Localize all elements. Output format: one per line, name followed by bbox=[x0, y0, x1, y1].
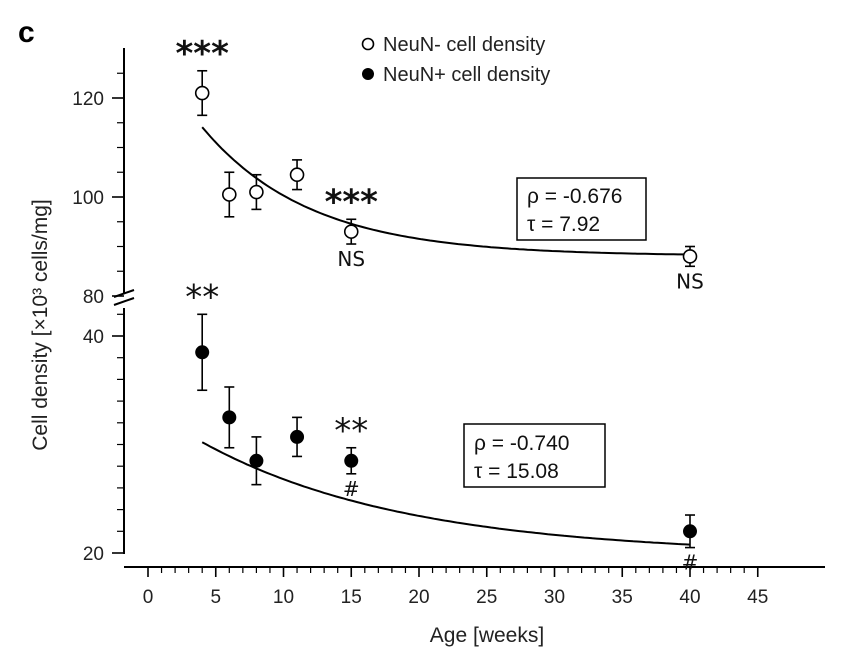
x-tick-label: 40 bbox=[679, 587, 700, 608]
data-point-neun-minus bbox=[194, 85, 210, 101]
fit-curve-lower bbox=[201, 441, 691, 546]
data-point-neun-plus bbox=[683, 524, 697, 539]
y-tick-label: 100 bbox=[72, 188, 104, 209]
significance-annotations: *** *** NS NS ** ** # # bbox=[176, 34, 704, 575]
legend-label-neun-plus: NeuN+ cell density bbox=[383, 64, 550, 86]
stats-box-lower: ρ = -0.740 τ = 15.08 bbox=[463, 423, 606, 488]
hash-label: # bbox=[682, 551, 699, 575]
significance-stars: *** bbox=[176, 34, 230, 74]
legend: NeuN- cell density NeuN+ cell density bbox=[361, 34, 550, 86]
x-tick-label: 45 bbox=[747, 587, 768, 608]
stats-lower-rho: ρ = -0.740 bbox=[474, 432, 569, 455]
x-tick-label: 25 bbox=[476, 587, 497, 608]
stats-lower-tau: τ = 15.08 bbox=[474, 460, 559, 483]
data-point-neun-minus bbox=[343, 224, 359, 239]
data-point-neun-plus bbox=[195, 345, 210, 360]
significance-stars: *** bbox=[325, 182, 379, 222]
x-axis-label: Age [weeks] bbox=[430, 624, 544, 647]
data-point-neun-plus bbox=[249, 453, 264, 468]
y-tick-label: 120 bbox=[72, 89, 104, 110]
data-point-neun-minus bbox=[249, 184, 264, 200]
data-points bbox=[194, 69, 698, 549]
panel-label: c bbox=[18, 16, 35, 49]
data-point-neun-plus bbox=[290, 429, 305, 444]
x-tick-label: 35 bbox=[612, 587, 633, 608]
hash-label: # bbox=[343, 477, 360, 501]
x-tick-label: 5 bbox=[210, 587, 221, 608]
data-point-neun-minus bbox=[289, 167, 305, 183]
x-tick-label: 20 bbox=[408, 587, 429, 608]
fit-curves bbox=[201, 126, 691, 546]
x-tick-label: 0 bbox=[143, 587, 154, 608]
ns-label: NS bbox=[337, 247, 365, 271]
legend-filled-marker bbox=[362, 68, 374, 80]
significance-stars: ** bbox=[185, 277, 219, 317]
stats-box-upper: ρ = -0.676 τ = 7.92 bbox=[516, 177, 647, 241]
y-tick-label: 80 bbox=[83, 287, 104, 308]
legend-label-neun-minus: NeuN- cell density bbox=[383, 34, 545, 56]
x-tick-label: 15 bbox=[341, 587, 362, 608]
ns-label: NS bbox=[676, 269, 704, 293]
y-tick-label: 40 bbox=[83, 327, 104, 348]
significance-stars: ** bbox=[334, 411, 368, 451]
axes bbox=[113, 48, 825, 568]
data-point-neun-plus bbox=[344, 453, 359, 468]
stats-upper-rho: ρ = -0.676 bbox=[527, 185, 622, 208]
legend-open-marker bbox=[361, 37, 375, 51]
stats-box-upper-frame bbox=[516, 177, 647, 241]
x-ticks: 0 5 10 15 20 25 30 35 40 45 bbox=[143, 567, 768, 608]
y-tick-label: 20 bbox=[83, 544, 104, 565]
data-point-neun-minus bbox=[682, 249, 698, 264]
axis-break-mark-2 bbox=[113, 297, 135, 306]
data-point-neun-plus bbox=[222, 410, 237, 425]
stats-upper-tau: τ = 7.92 bbox=[527, 213, 600, 236]
fit-curve-upper bbox=[201, 126, 690, 256]
x-tick-label: 10 bbox=[273, 587, 294, 608]
stats-box-lower-frame bbox=[463, 423, 606, 488]
y-ticks: 80 100 120 20 40 bbox=[72, 72, 124, 565]
x-tick-label: 30 bbox=[544, 587, 565, 608]
y-axis-label: Cell density [×10³ cells/mg] bbox=[29, 199, 52, 451]
data-point-neun-minus bbox=[222, 187, 237, 202]
